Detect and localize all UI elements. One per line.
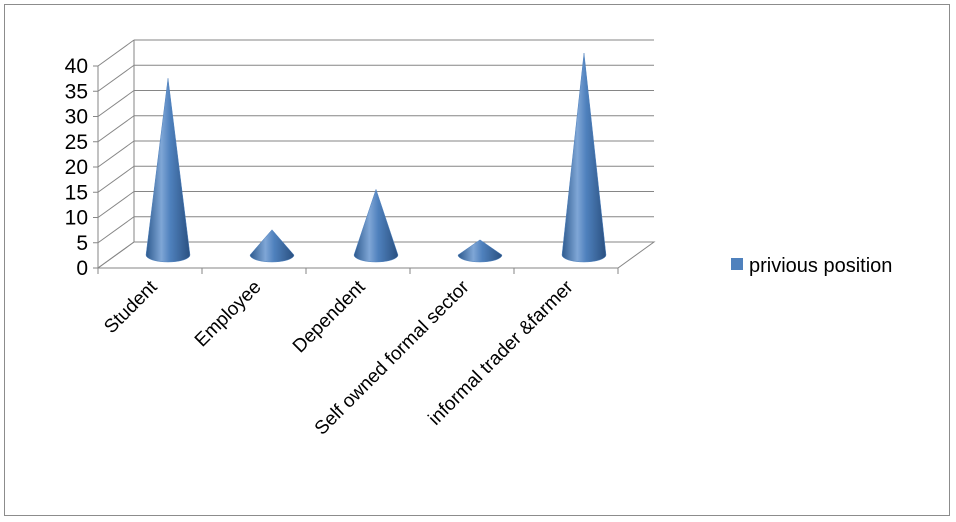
gridline-side — [97, 216, 135, 244]
cones — [145, 52, 607, 263]
y-tick-label: 5 — [76, 232, 88, 255]
cone-bar — [561, 52, 607, 263]
cone-body — [353, 188, 399, 263]
cone-body — [457, 239, 503, 263]
gridline-side — [97, 39, 135, 67]
x-category-label: Student — [100, 276, 162, 338]
cone-body — [561, 52, 607, 263]
y-tick-label: 25 — [65, 131, 88, 154]
y-tick-label: 40 — [65, 55, 88, 78]
legend: privious position — [731, 255, 892, 277]
legend-swatch — [731, 258, 743, 270]
cone-body — [145, 78, 191, 263]
cone-bar — [353, 188, 399, 263]
cone-body — [249, 229, 295, 263]
gridline-side — [97, 140, 135, 168]
cone-bar — [145, 78, 191, 263]
legend-label: privious position — [749, 255, 892, 277]
y-tick-label: 0 — [76, 257, 88, 280]
y-tick-label: 20 — [65, 156, 88, 179]
x-category-label: Employee — [191, 277, 266, 352]
gridline-side — [97, 90, 135, 117]
gridline-side — [97, 115, 135, 143]
x-category-label: Dependent — [289, 276, 370, 357]
cone-bar — [457, 239, 503, 263]
gridline-side — [97, 165, 135, 193]
cone-bar — [249, 229, 295, 263]
y-tick-label: 35 — [65, 80, 88, 103]
y-tick-label: 15 — [65, 181, 88, 204]
y-tick-label: 30 — [65, 106, 88, 129]
y-tick-label: 10 — [65, 207, 88, 230]
gridline-side — [97, 191, 135, 218]
gridline-side — [97, 64, 135, 92]
gridline-side — [97, 241, 135, 269]
